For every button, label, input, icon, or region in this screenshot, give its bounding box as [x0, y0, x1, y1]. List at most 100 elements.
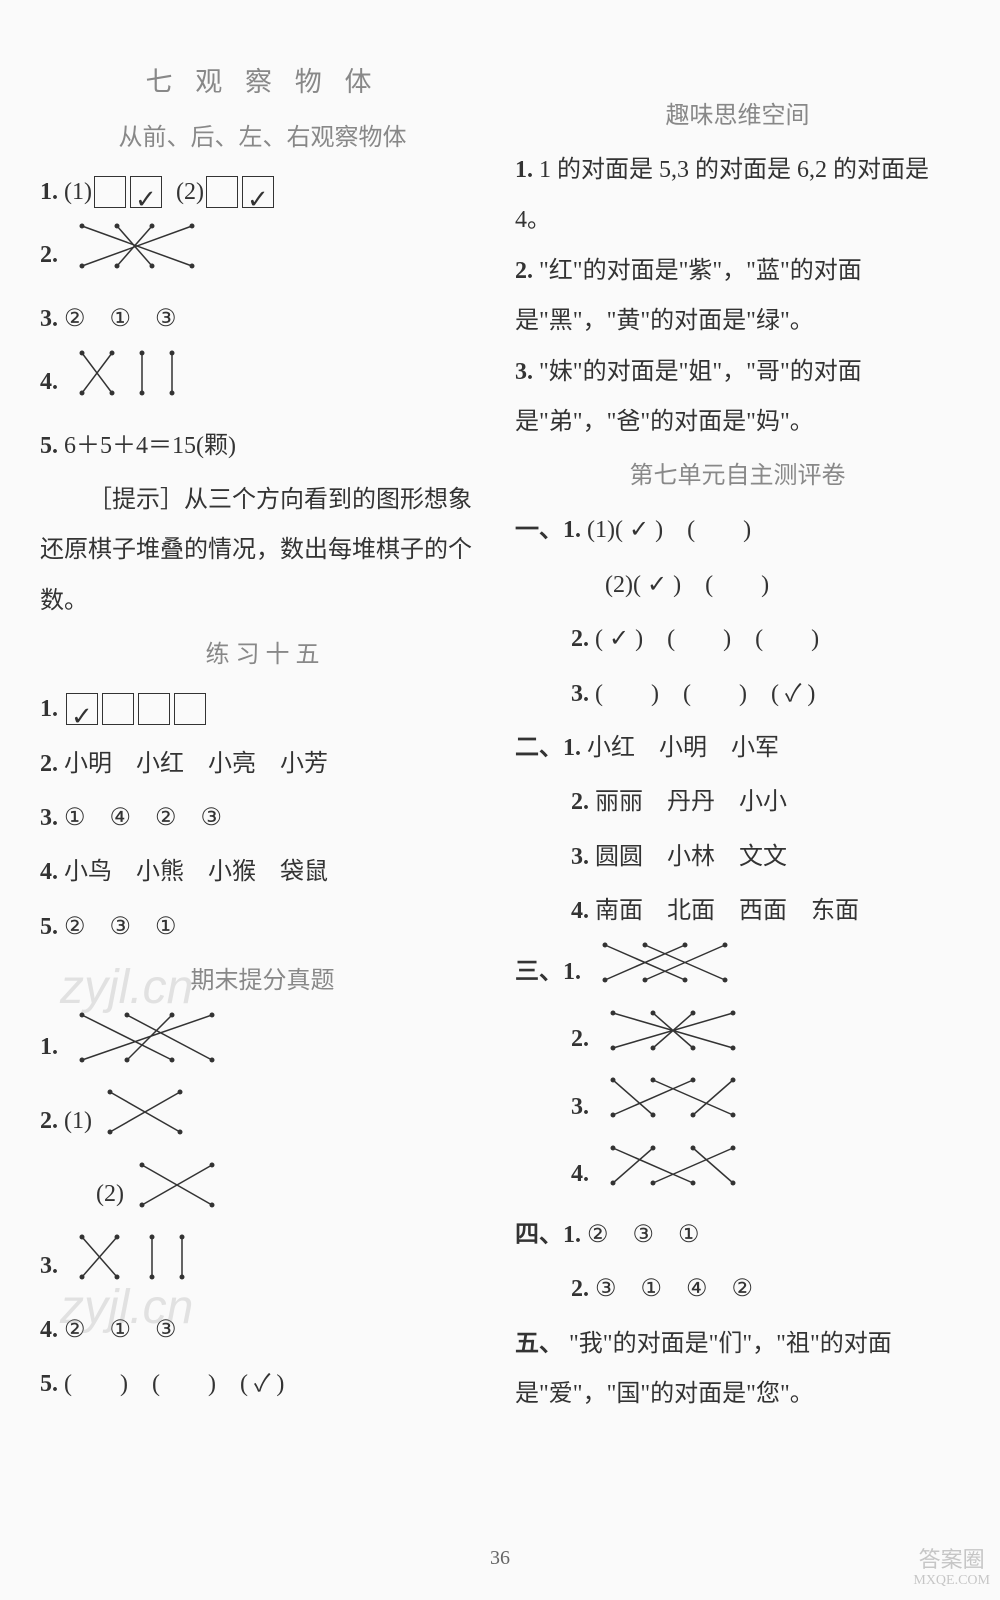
badge-line1: 答案圈 [913, 1547, 990, 1573]
fq2-prefix: 2. [40, 1096, 58, 1146]
ex15-q3-prefix: 3. [40, 793, 58, 843]
fq5-prefix: 5. [40, 1359, 58, 1409]
fq4: 4. ② ① ③ [40, 1305, 485, 1355]
checkbox-empty [206, 176, 238, 208]
fq5: 5. ( ) ( ) ( ✓ ) [40, 1359, 485, 1409]
t4-prefix: 四、1. [515, 1210, 581, 1260]
t2-1-answer: 小红 小明 小军 [587, 723, 779, 773]
t3-q4-prefix: 4. [571, 1149, 589, 1199]
t2-1: 二、1. 小红 小明 小军 [515, 723, 960, 773]
t1-q2: 2. ( ✓ ) ( ) ( ) [571, 614, 960, 664]
q1-part1: (1) [64, 167, 92, 217]
q3: 3. ② ① ③ [40, 294, 485, 344]
t2-q2-answer: 丽丽 丹丹 小小 [595, 777, 787, 827]
left-column: 七 观 察 物 体 从前、后、左、右观察物体 1. (1) (2) 2. 3. … [40, 50, 485, 1420]
matching-diagram [603, 1008, 743, 1071]
t2-q2-prefix: 2. [571, 777, 589, 827]
ex15-q1: 1. [40, 684, 485, 734]
ex15-q2-answer: 小明 小红 小亮 小芳 [64, 739, 328, 789]
q1-prefix: 1. [40, 167, 58, 217]
matching-diagram [72, 1232, 192, 1300]
fq4-prefix: 4. [40, 1305, 58, 1355]
t3-q4: 4. [571, 1143, 960, 1206]
t2-q3-answer: 圆圆 小林 文文 [595, 832, 787, 882]
t4-q2-prefix: 2. [571, 1264, 589, 1314]
ex15-q4-prefix: 4. [40, 847, 58, 897]
ex15-q1-prefix: 1. [40, 684, 58, 734]
t1-q3-answer: ( ) ( ) ( ✓ ) [595, 669, 815, 719]
q3-prefix: 3. [40, 294, 58, 344]
q1-part2: (2) [176, 167, 204, 217]
t1-q2-answer: ( ✓ ) ( ) ( ) [595, 614, 819, 664]
t4-1: 四、1. ② ③ ① [515, 1210, 960, 1260]
matching-diagram [72, 221, 202, 289]
page-number: 36 [490, 1547, 510, 1570]
r3-prefix: 3. [515, 359, 533, 385]
matching-diagram [72, 348, 182, 416]
fq2-part1: (1) [64, 1096, 92, 1146]
fq5-answer: ( ) ( ) ( ✓ ) [64, 1359, 284, 1409]
fq3: 3. [40, 1232, 485, 1300]
checkbox-empty [94, 176, 126, 208]
t1-q2-prefix: 2. [571, 614, 589, 664]
chapter-title: 七 观 察 物 体 [40, 60, 485, 99]
q1: 1. (1) (2) [40, 167, 485, 217]
t3-q3-prefix: 3. [571, 1082, 589, 1132]
fq2-1: 2. (1) [40, 1087, 485, 1155]
matching-diagram [100, 1087, 190, 1155]
r2-prefix: 2. [515, 258, 533, 284]
t2-q4-answer: 南面 北面 西面 东面 [595, 886, 859, 936]
hint-label: ［提示］ [88, 487, 184, 513]
fq2-2: (2) [96, 1160, 485, 1228]
final-exam-title: 期末提分真题 [40, 960, 485, 995]
checkbox-empty [102, 693, 134, 725]
r2: 2."红"的对面是"紫"，"蓝"的对面是"黑"，"黄"的对面是"绿"。 [515, 246, 960, 347]
page-content: 七 观 察 物 体 从前、后、左、右观察物体 1. (1) (2) 2. 3. … [40, 50, 960, 1420]
q2: 2. [40, 221, 485, 289]
r1-prefix: 1. [515, 157, 533, 183]
t1-q3-prefix: 3. [571, 669, 589, 719]
checkbox-empty [174, 693, 206, 725]
ex15-q2-prefix: 2. [40, 739, 58, 789]
fun-thinking-title: 趣味思维空间 [515, 95, 960, 130]
t2-q3-prefix: 3. [571, 832, 589, 882]
matching-diagram [603, 1143, 743, 1206]
r3-text: "妹"的对面是"姐"，"哥"的对面是"弟"，"爸"的对面是"妈"。 [515, 359, 862, 435]
t1-q3: 3. ( ) ( ) ( ✓ ) [571, 669, 960, 719]
t5-prefix: 五、 [515, 1331, 563, 1357]
t3-1: 三、1. [515, 940, 960, 1003]
t4-q2-answer: ③ ① ④ ② [595, 1264, 753, 1314]
t2-q4: 4. 南面 北面 西面 东面 [571, 886, 960, 936]
r3: 3."妹"的对面是"姐"，"哥"的对面是"弟"，"爸"的对面是"妈"。 [515, 347, 960, 448]
t2-prefix: 二、1. [515, 723, 581, 773]
checkbox-checked [66, 693, 98, 725]
corner-badge: 答案圈 MXQE.COM [913, 1547, 990, 1590]
matching-diagram [595, 940, 735, 1003]
t4-q2: 2. ③ ① ④ ② [571, 1264, 960, 1314]
t5-text: "我"的对面是"们"，"祖"的对面是"爱"，"国"的对面是"您"。 [515, 1331, 892, 1407]
matching-diagram [132, 1160, 222, 1228]
t1-2-answer: (2)( ✓ ) ( ) [605, 560, 769, 610]
q5: 5. 6＋5＋4＝15(颗) [40, 421, 485, 471]
ex15-q2: 2. 小明 小红 小亮 小芳 [40, 739, 485, 789]
section-subtitle-1: 从前、后、左、右观察物体 [40, 117, 485, 152]
matching-diagram [72, 1010, 222, 1083]
q5-answer: 6＋5＋4＝15(颗) [64, 421, 236, 471]
q4: 4. [40, 348, 485, 416]
t2-q2: 2. 丽丽 丹丹 小小 [571, 777, 960, 827]
q2-prefix: 2. [40, 230, 58, 280]
ex15-q5-prefix: 5. [40, 902, 58, 952]
ex15-q5: 5. ② ③ ① [40, 902, 485, 952]
t1-prefix: 一、1. [515, 505, 581, 555]
t3-q3: 3. [571, 1075, 960, 1138]
badge-line2: MXQE.COM [913, 1573, 990, 1590]
checkbox-empty [138, 693, 170, 725]
q4-prefix: 4. [40, 357, 58, 407]
t1-1: 一、1. (1)( ✓ ) ( ) [515, 505, 960, 555]
t3-prefix: 三、1. [515, 947, 581, 997]
ex15-q3-answer: ① ④ ② ③ [64, 793, 222, 843]
hint: ［提示］从三个方向看到的图形想象还原棋子堆叠的情况，数出每堆棋子的个数。 [40, 475, 485, 626]
t2-q3: 3. 圆圆 小林 文文 [571, 832, 960, 882]
ex15-q5-answer: ② ③ ① [64, 902, 177, 952]
t3-q2: 2. [571, 1008, 960, 1071]
